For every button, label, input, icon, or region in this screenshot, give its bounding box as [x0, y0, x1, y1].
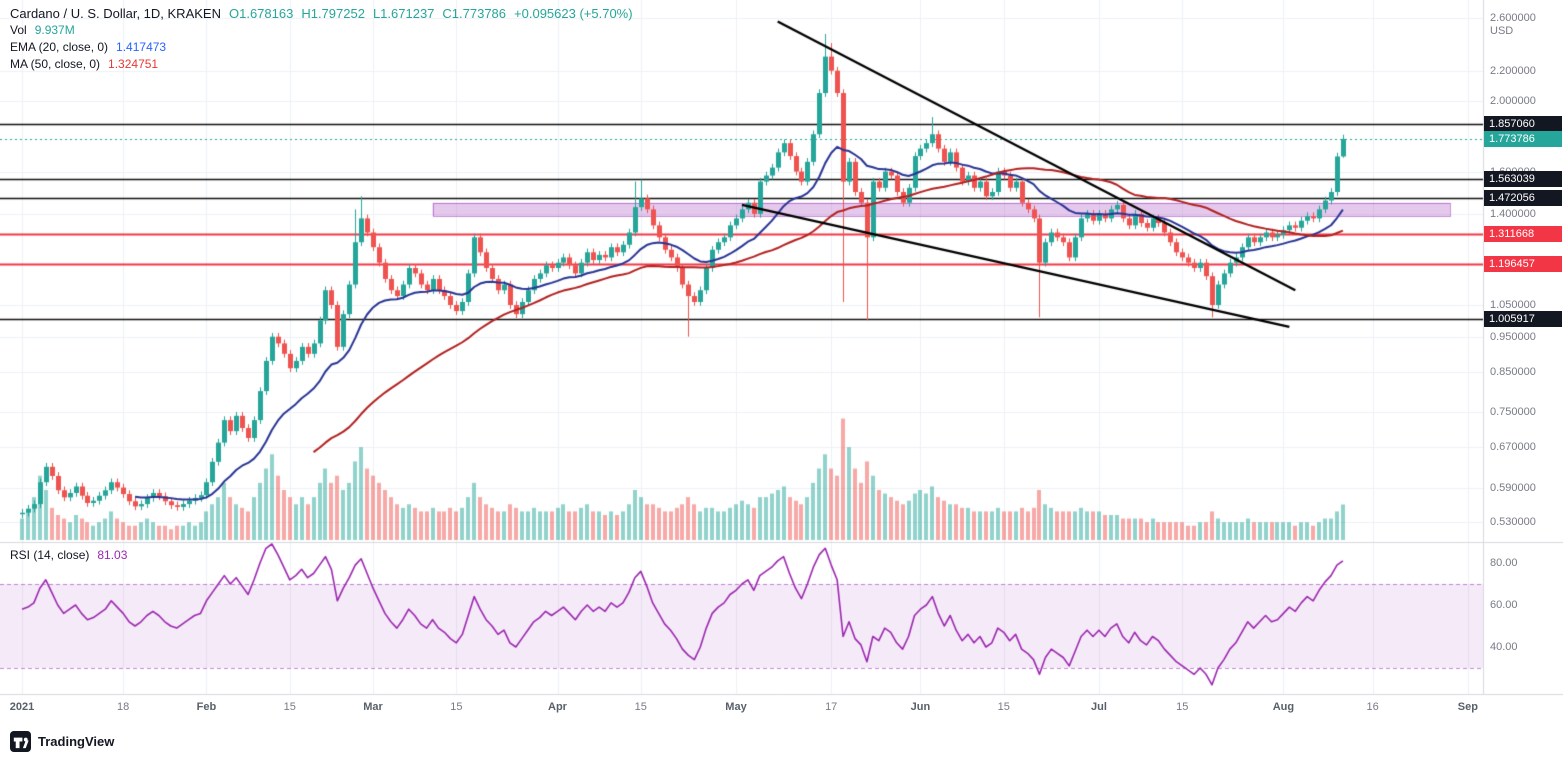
time-tick: 15	[997, 701, 1010, 713]
ema-indicator-row[interactable]: EMA (20, close, 0) 1.417473	[10, 39, 633, 56]
symbol-info-row[interactable]: Cardano / U. S. Dollar, 1D, KRAKEN O1.67…	[10, 5, 633, 22]
price-change: +0.095623 (+5.70%)	[514, 6, 633, 21]
ema-label: EMA (20, close, 0)	[10, 40, 109, 54]
price-tick: 0.950000	[1490, 330, 1536, 343]
ma-value: 1.324751	[108, 57, 159, 71]
time-tick: Jun	[910, 701, 931, 713]
price-tick: 2.200000	[1490, 64, 1536, 77]
ema-value: 1.417473	[116, 40, 167, 54]
volume-row[interactable]: Vol 9.937M	[10, 22, 633, 39]
price-tick: 0.530000	[1490, 515, 1536, 528]
price-tick: 1.400000	[1490, 207, 1536, 220]
volume-value: 9.937M	[34, 23, 75, 37]
time-tick: 15	[634, 701, 647, 713]
time-tick: Jul	[1090, 701, 1107, 713]
price-tick: 0.590000	[1490, 481, 1536, 494]
time-tick: 17	[825, 701, 838, 713]
price-tick: 2.600000	[1490, 11, 1536, 24]
time-tick: 18	[117, 701, 130, 713]
ohlc-high: H1.797252	[301, 6, 365, 21]
price-level-badge: 1.311668	[1484, 226, 1562, 243]
rsi-value: 81.03	[97, 548, 128, 562]
price-tick: 0.850000	[1490, 365, 1536, 378]
price-axis[interactable]: 2.6000002.2000002.0000001.6000001.400000…	[1484, 0, 1563, 694]
ma-label: MA (50, close, 0)	[10, 57, 101, 71]
ma-indicator-row[interactable]: MA (50, close, 0) 1.324751	[10, 56, 633, 73]
time-tick: 2021	[9, 701, 35, 713]
price-tick: 0.750000	[1490, 405, 1536, 418]
price-level-badge: 1.563039	[1484, 170, 1562, 187]
time-tick: 16	[1366, 701, 1379, 713]
rsi-tick: 80.00	[1490, 557, 1518, 569]
time-tick: Sep	[1457, 701, 1478, 713]
time-tick: Apr	[548, 701, 567, 713]
time-tick: 15	[283, 701, 296, 713]
time-tick: Aug	[1272, 701, 1295, 713]
time-tick: Feb	[196, 701, 217, 713]
price-unit-label: USD	[1490, 25, 1514, 37]
time-tick: Mar	[363, 701, 383, 713]
time-tick: 15	[1176, 701, 1189, 713]
rsi-tick: 40.00	[1490, 641, 1518, 653]
price-tick: 0.670000	[1490, 441, 1536, 454]
ohlc-close: C1.773786	[442, 6, 507, 21]
tradingview-brand: TradingView	[38, 734, 115, 749]
footer: TradingView	[10, 731, 114, 752]
tradingview-logo[interactable]	[10, 731, 31, 752]
ohlc-low: L1.671237	[372, 6, 435, 21]
price-tick: 1.050000	[1490, 298, 1536, 311]
price-level-badge: 1.472056	[1484, 189, 1562, 206]
price-tick: 2.000000	[1490, 94, 1536, 107]
price-level-badge: 1.005917	[1484, 310, 1562, 327]
rsi-label: RSI (14, close)	[10, 548, 90, 562]
ohlc-open: O1.678163	[228, 6, 294, 21]
time-axis[interactable]: 2021 18 Feb 15 Mar 15 Apr 15 May 17 Jun 15 Jul 15 Aug 1…	[0, 695, 1563, 723]
volume-label: Vol	[10, 23, 27, 37]
rsi-indicator-row[interactable]: RSI (14, close) 81.03	[10, 548, 127, 562]
price-level-badge: 1.857060	[1484, 116, 1562, 133]
price-level-badge: 1.773786	[1484, 130, 1562, 147]
symbol-title: Cardano / U. S. Dollar, 1D, KRAKEN	[10, 6, 221, 21]
symbol-legend: Cardano / U. S. Dollar, 1D, KRAKEN O1.67…	[10, 5, 633, 73]
price-level-badge: 1.196457	[1484, 255, 1562, 272]
time-tick: May	[725, 701, 747, 713]
rsi-tick: 60.00	[1490, 599, 1518, 611]
time-tick: 15	[450, 701, 463, 713]
